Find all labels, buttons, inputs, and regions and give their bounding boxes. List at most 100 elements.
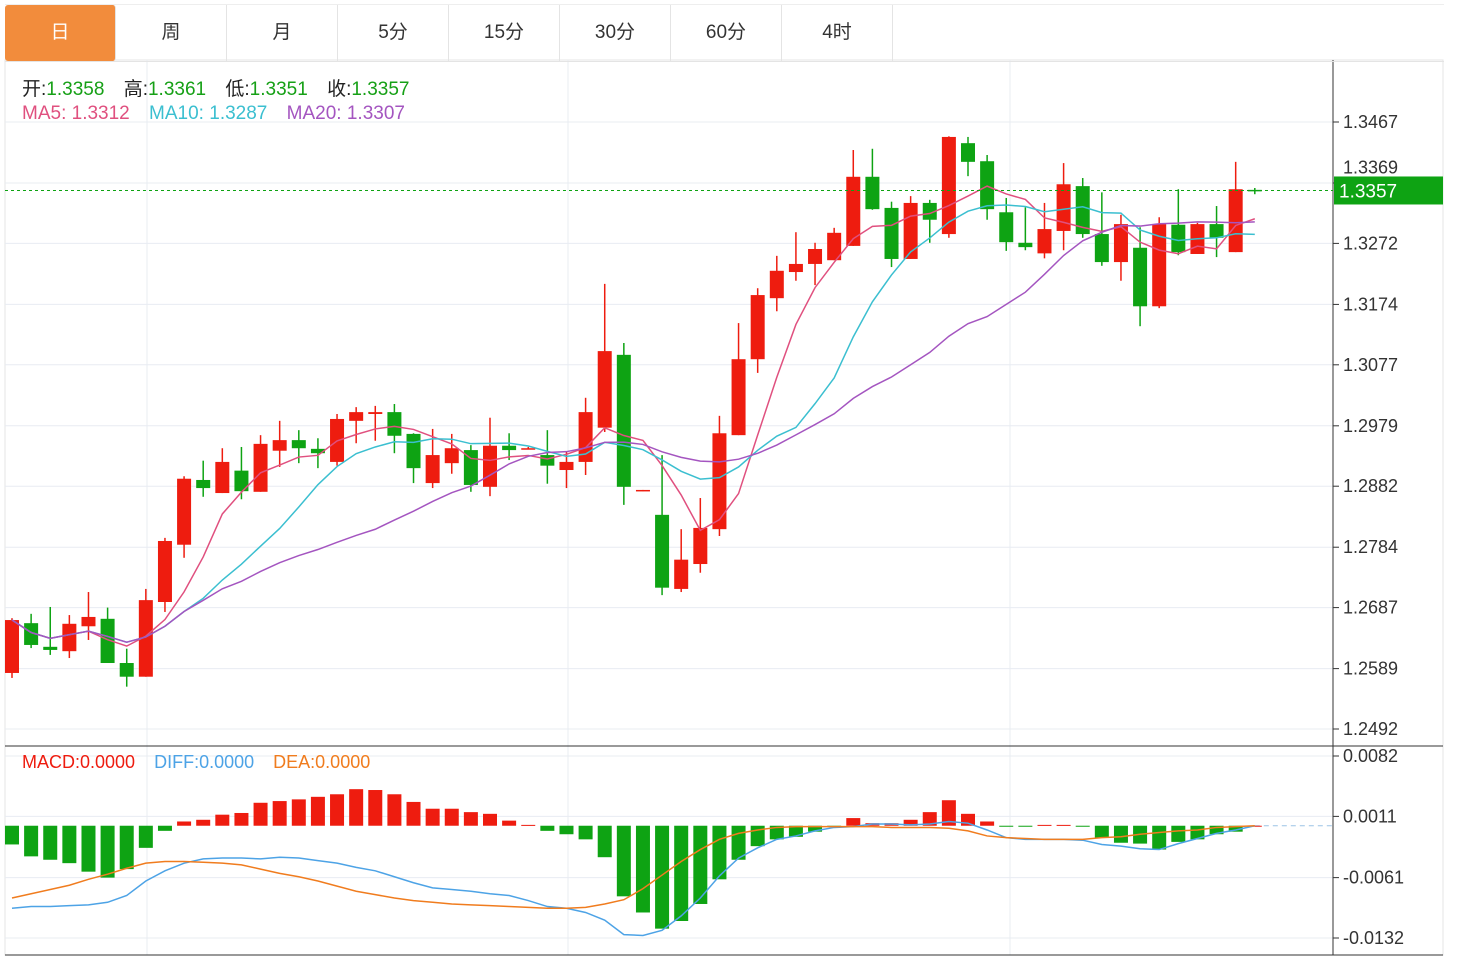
candle-body [349, 412, 364, 421]
candle-body [43, 646, 58, 650]
dea-value: 0.0000 [315, 752, 371, 772]
candle [1247, 187, 1262, 195]
candle [521, 446, 536, 450]
macd-bar [234, 812, 249, 826]
candle [463, 445, 478, 492]
candle-body [1075, 186, 1090, 235]
tab-day[interactable]: 日 [5, 5, 116, 61]
ma-info: MA5: 1.3312 MA10: 1.3287 MA20: 1.3307 [22, 103, 405, 125]
macd-bar [253, 802, 268, 826]
macd-bar [616, 825, 631, 897]
candle-body [616, 354, 631, 487]
ma5-value: 1.3312 [71, 103, 130, 124]
diff-label: DIFF: [154, 752, 200, 772]
candle [788, 232, 803, 281]
candle-body [827, 232, 842, 261]
candle [272, 420, 287, 467]
candle-body [425, 455, 440, 484]
macd-bar [540, 825, 555, 831]
price-tick-label: 1.3467 [1343, 112, 1398, 132]
macd-bar [693, 825, 708, 904]
macd-bar [808, 825, 823, 832]
candle [865, 148, 880, 210]
candle [234, 446, 249, 500]
macd-bar [1094, 825, 1109, 838]
tab-60min[interactable]: 60分 [671, 5, 782, 61]
candle [769, 255, 784, 312]
candle [655, 455, 670, 596]
candle-body [1228, 189, 1243, 253]
candle [138, 588, 153, 677]
candle-body [808, 249, 823, 264]
candle-body [444, 448, 459, 464]
candle-body [769, 270, 784, 299]
candle [1018, 207, 1033, 251]
candle [693, 498, 708, 573]
macd-bar [483, 813, 497, 826]
candle [253, 435, 268, 492]
candle [444, 433, 459, 474]
candle [903, 196, 918, 259]
candle [177, 476, 192, 558]
candle-body [1018, 242, 1033, 248]
price-tick-label: 1.2882 [1343, 476, 1398, 496]
macd-bar [674, 825, 689, 921]
candle-body [234, 470, 249, 492]
tab-month[interactable]: 月 [227, 5, 338, 61]
macd-bar [769, 825, 784, 840]
close-value: 1.3357 [351, 79, 410, 100]
candle [1228, 161, 1243, 253]
candle-body [1113, 224, 1128, 263]
candle [349, 407, 364, 444]
ma20-value: 1.3307 [346, 103, 405, 124]
candle-body [980, 161, 995, 210]
candle-body [5, 620, 19, 673]
tab-week[interactable]: 周 [116, 5, 227, 61]
current-price-label: 1.3357 [1339, 181, 1397, 202]
macd-tick-label: 0.0082 [1343, 746, 1398, 766]
candle [502, 433, 517, 461]
macd-bar [272, 801, 287, 826]
macd-bar [578, 825, 593, 840]
candle [291, 430, 306, 464]
tab-15min[interactable]: 15分 [449, 5, 560, 61]
macd-bar [463, 812, 478, 826]
candle [731, 323, 746, 436]
candle [43, 606, 58, 655]
candle-body [865, 176, 880, 210]
candle [999, 197, 1014, 251]
macd-bar [349, 789, 364, 826]
macd-bar [100, 825, 115, 878]
candle [750, 288, 765, 373]
macd-info: MACD:0.0000 DIFF:0.0000 DEA:0.0000 [22, 752, 370, 773]
candle [980, 154, 995, 220]
candle [578, 397, 593, 475]
macd-bar [215, 814, 230, 826]
candle [62, 615, 77, 659]
candle-body [521, 448, 536, 450]
tab-4hour[interactable]: 4时 [782, 5, 893, 61]
candle-body [941, 136, 956, 235]
period-tabs: 日 周 月 5分 15分 30分 60分 4时 [5, 4, 1444, 62]
macd-bar [922, 812, 937, 826]
candle-body [903, 202, 918, 259]
candle-body [1152, 224, 1167, 307]
macd-bar [1171, 825, 1186, 842]
macd-value: 0.0000 [80, 752, 136, 772]
candle-body [750, 295, 765, 360]
tab-30min[interactable]: 30分 [560, 5, 671, 61]
candle-body [961, 143, 975, 162]
candle [616, 343, 631, 505]
close-label: 收: [327, 79, 352, 100]
macd-label: MACD: [22, 752, 80, 772]
tab-5min[interactable]: 5分 [338, 5, 449, 61]
price-tick-label: 1.3077 [1343, 355, 1398, 375]
macd-bar [138, 825, 153, 848]
candle [81, 592, 96, 640]
candle [100, 607, 115, 664]
candle [712, 415, 727, 537]
macd-bar [425, 808, 440, 826]
open-value: 1.3358 [46, 79, 105, 100]
price-tick-label: 1.2687 [1343, 598, 1398, 618]
